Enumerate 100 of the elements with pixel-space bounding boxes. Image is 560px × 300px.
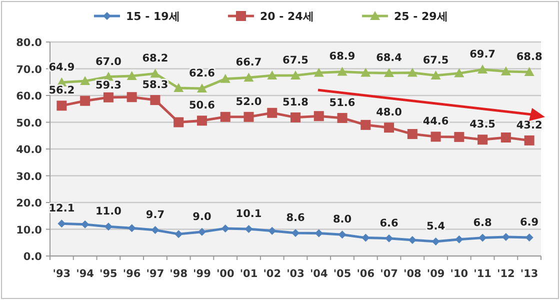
data-label: 48.0 <box>376 106 402 119</box>
data-label: 68.4 <box>376 52 402 64</box>
x-tick-label: '12 <box>497 268 515 280</box>
point <box>56 100 67 111</box>
point <box>267 108 278 118</box>
data-label: 68.2 <box>142 52 168 65</box>
y-tick-label: 70.0 <box>16 64 42 76</box>
point <box>478 134 488 145</box>
point <box>268 226 276 235</box>
data-label: 51.8 <box>282 96 308 108</box>
x-tick-label: '11 <box>474 268 492 280</box>
x-tick-label: '07 <box>380 268 398 280</box>
x-tick-label: '06 <box>356 268 375 280</box>
data-label: 10.1 <box>236 208 262 220</box>
point <box>432 238 440 246</box>
data-label: 52.0 <box>236 96 262 108</box>
point <box>80 96 90 106</box>
data-label: 69.7 <box>470 48 496 61</box>
point <box>430 70 441 80</box>
y-tick-label: 60.0 <box>16 90 42 102</box>
x-tick-label: '10 <box>450 268 468 280</box>
data-label: 8.0 <box>332 214 352 226</box>
point <box>174 83 184 92</box>
point <box>454 68 464 78</box>
point <box>290 70 300 80</box>
y-tick-label: 80.0 <box>16 37 42 49</box>
point <box>360 120 371 130</box>
x-tick-label: '02 <box>263 268 282 280</box>
point <box>221 224 230 232</box>
data-label: 6.8 <box>473 216 492 229</box>
point <box>174 230 183 238</box>
point <box>244 224 253 233</box>
point <box>103 92 114 102</box>
x-tick-label: '09 <box>426 268 445 280</box>
point <box>267 70 278 80</box>
point <box>292 228 300 237</box>
data-label: 11.0 <box>95 206 122 218</box>
point <box>478 64 488 74</box>
x-tick-label: '08 <box>403 268 422 280</box>
data-label: 6.6 <box>380 217 398 230</box>
point <box>384 122 394 133</box>
y-tick-label: 50.0 <box>16 117 42 130</box>
point <box>128 224 136 232</box>
point <box>524 135 534 146</box>
point <box>338 230 346 239</box>
legend-label: 20 - 24세 <box>260 10 314 23</box>
data-label: 43.5 <box>470 118 496 131</box>
x-tick-label: '98 <box>170 268 188 280</box>
x-tick-label: '04 <box>310 268 328 280</box>
point <box>384 68 394 78</box>
point <box>407 68 418 77</box>
data-label: 50.6 <box>189 100 215 112</box>
data-label: 43.2 <box>516 119 542 132</box>
data-label: 68.9 <box>329 50 356 63</box>
x-tick-label: '93 <box>52 268 71 280</box>
data-label: 67.5 <box>282 54 308 66</box>
point <box>151 226 160 234</box>
point <box>244 72 254 82</box>
data-label: 9.7 <box>146 209 165 222</box>
legend-label: 25 - 29세 <box>394 10 448 23</box>
data-label: 44.6 <box>422 116 449 128</box>
point <box>220 112 230 122</box>
y-tick-label: 30.0 <box>16 170 42 183</box>
data-label: 6.9 <box>520 216 539 229</box>
x-tick-label: '00 <box>216 268 234 280</box>
y-tick-label: 10.0 <box>16 224 42 236</box>
point <box>150 68 160 78</box>
data-label: 8.6 <box>286 212 305 224</box>
point <box>244 112 254 122</box>
point <box>314 68 324 77</box>
point <box>126 92 137 102</box>
y-tick-label: 0.0 <box>23 251 42 263</box>
point <box>454 132 464 142</box>
point <box>314 111 324 122</box>
point <box>126 70 137 80</box>
data-label: 5.4 <box>426 220 446 233</box>
point <box>500 66 511 76</box>
point <box>290 112 300 122</box>
data-label: 66.7 <box>236 56 262 69</box>
point <box>455 235 464 244</box>
x-tick-label: '97 <box>146 268 164 280</box>
point <box>500 132 511 142</box>
point <box>174 117 184 128</box>
data-label: 51.6 <box>329 96 356 109</box>
x-tick-label: '03 <box>286 268 304 280</box>
data-label: 68.8 <box>516 50 542 63</box>
data-label: 67.5 <box>422 54 449 66</box>
point <box>524 66 534 76</box>
point <box>360 68 371 77</box>
point <box>196 84 207 93</box>
point <box>478 234 487 242</box>
x-tick-label: '13 <box>520 268 538 280</box>
legend-label: 15 - 19세 <box>126 10 180 23</box>
point <box>337 112 348 123</box>
point <box>407 129 418 140</box>
x-tick-label: '01 <box>240 268 258 280</box>
x-tick-label: '94 <box>76 268 94 280</box>
data-label: 9.0 <box>192 210 212 223</box>
y-tick-label: 40.0 <box>16 144 42 156</box>
data-label: 64.9 <box>48 61 75 74</box>
